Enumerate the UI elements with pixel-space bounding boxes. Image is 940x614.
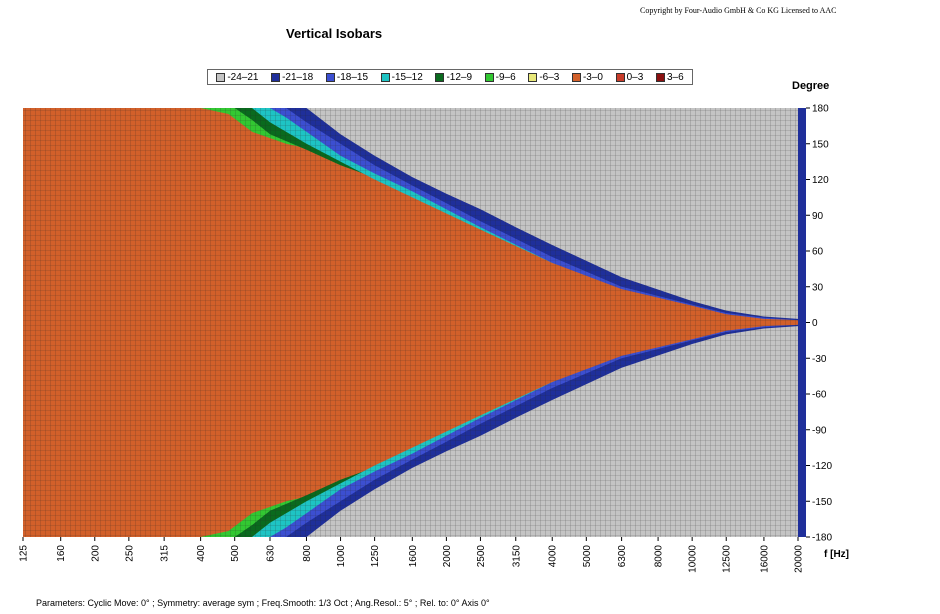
y-tick-label: 180 [812, 104, 829, 115]
legend-label: 3–6 [666, 71, 684, 83]
y-tick-label: -90 [812, 425, 827, 436]
legend-item: -9–6 [484, 71, 516, 83]
x-tick-label: 4000 [548, 545, 559, 568]
y-tick-label: 120 [812, 175, 829, 186]
legend-swatch [435, 72, 445, 82]
x-tick-label: 5000 [582, 545, 593, 568]
y-tick-label: -120 [812, 461, 832, 472]
right-edge-band [798, 108, 806, 537]
legend-swatch [655, 72, 665, 82]
legend-swatch [380, 72, 390, 82]
y-tick-label: 30 [812, 282, 824, 293]
y-tick-label: -60 [812, 390, 827, 401]
legend-swatch [615, 72, 625, 82]
legend-swatch [484, 72, 494, 82]
y-tick-label: -30 [812, 354, 827, 365]
legend-item: -21–18 [271, 72, 313, 83]
y-tick-label: -180 [812, 533, 832, 544]
y-tick-label: -150 [812, 497, 832, 508]
x-tick-label: 315 [160, 545, 171, 562]
legend-label: -6–3 [539, 71, 560, 83]
x-tick-label: 10000 [688, 545, 699, 573]
legend-swatch [528, 72, 538, 82]
x-tick-label: 400 [196, 545, 207, 562]
legend-item: 0–3 [615, 71, 644, 83]
x-tick-label: 160 [56, 545, 67, 562]
y-axis-title: Degree [792, 80, 830, 92]
legend-swatch [216, 72, 226, 82]
x-tick-label: 3150 [511, 545, 522, 568]
legend-swatch [325, 72, 335, 82]
legend-item: -24–21 [216, 72, 258, 83]
legend-item: -3–0 [571, 71, 603, 83]
x-tick-label: 6300 [617, 545, 628, 568]
legend-label: -9–6 [495, 71, 516, 83]
legend-label: -15–12 [391, 71, 423, 83]
legend-label: -12–9 [446, 71, 473, 83]
x-tick-label: 8000 [654, 545, 665, 568]
x-tick-label: 2500 [476, 545, 487, 568]
chart-title: Vertical Isobars [286, 26, 383, 41]
legend-label: -3–0 [582, 71, 603, 83]
legend-item: 3–6 [655, 71, 684, 83]
legend-label: 0–3 [626, 71, 644, 83]
legend-item: -15–12 [380, 71, 423, 83]
x-tick-label: 20000 [794, 545, 805, 573]
legend-swatch [571, 72, 581, 82]
x-tick-label: 250 [124, 545, 135, 562]
x-tick-label: 200 [90, 545, 101, 562]
y-tick-label: 60 [812, 247, 824, 258]
parameters-text: Parameters: Cyclic Move: 0° ; Symmetry: … [36, 598, 490, 608]
x-tick-label: 16000 [759, 545, 770, 573]
x-tick-label: 125 [19, 545, 30, 562]
x-tick-label: 500 [230, 545, 241, 562]
x-tick-label: 1000 [336, 545, 347, 568]
x-tick-label: 12500 [722, 545, 733, 573]
copyright-text: Copyright by Four-Audio GmbH & Co KG Lic… [640, 6, 837, 15]
legend-label: -21–18 [282, 71, 314, 83]
legend: -24–21 -21–18 -18–15 -15–12 -12–9 -9–6 -6–3 -3–… [207, 69, 693, 85]
x-tick-label: 1250 [370, 545, 381, 568]
y-tick-label: 90 [812, 211, 824, 222]
x-tick-label: 630 [266, 545, 277, 562]
legend-label: -24–21 [227, 71, 259, 83]
x-axis-title: f [Hz] [824, 549, 849, 560]
y-tick-label: 0 [812, 318, 818, 329]
x-tick-label: 800 [302, 545, 313, 562]
legend-item: -18–15 [325, 71, 369, 83]
legend-label: -18–15 [336, 71, 369, 83]
grid-overlay [23, 108, 798, 537]
y-tick-label: 150 [812, 139, 829, 150]
x-tick-label: 1600 [408, 545, 419, 568]
legend-item: -12–9 [435, 72, 472, 83]
legend-item: -6–3 [528, 72, 559, 83]
legend-swatch [271, 72, 281, 82]
x-tick-label: 2000 [442, 545, 453, 568]
